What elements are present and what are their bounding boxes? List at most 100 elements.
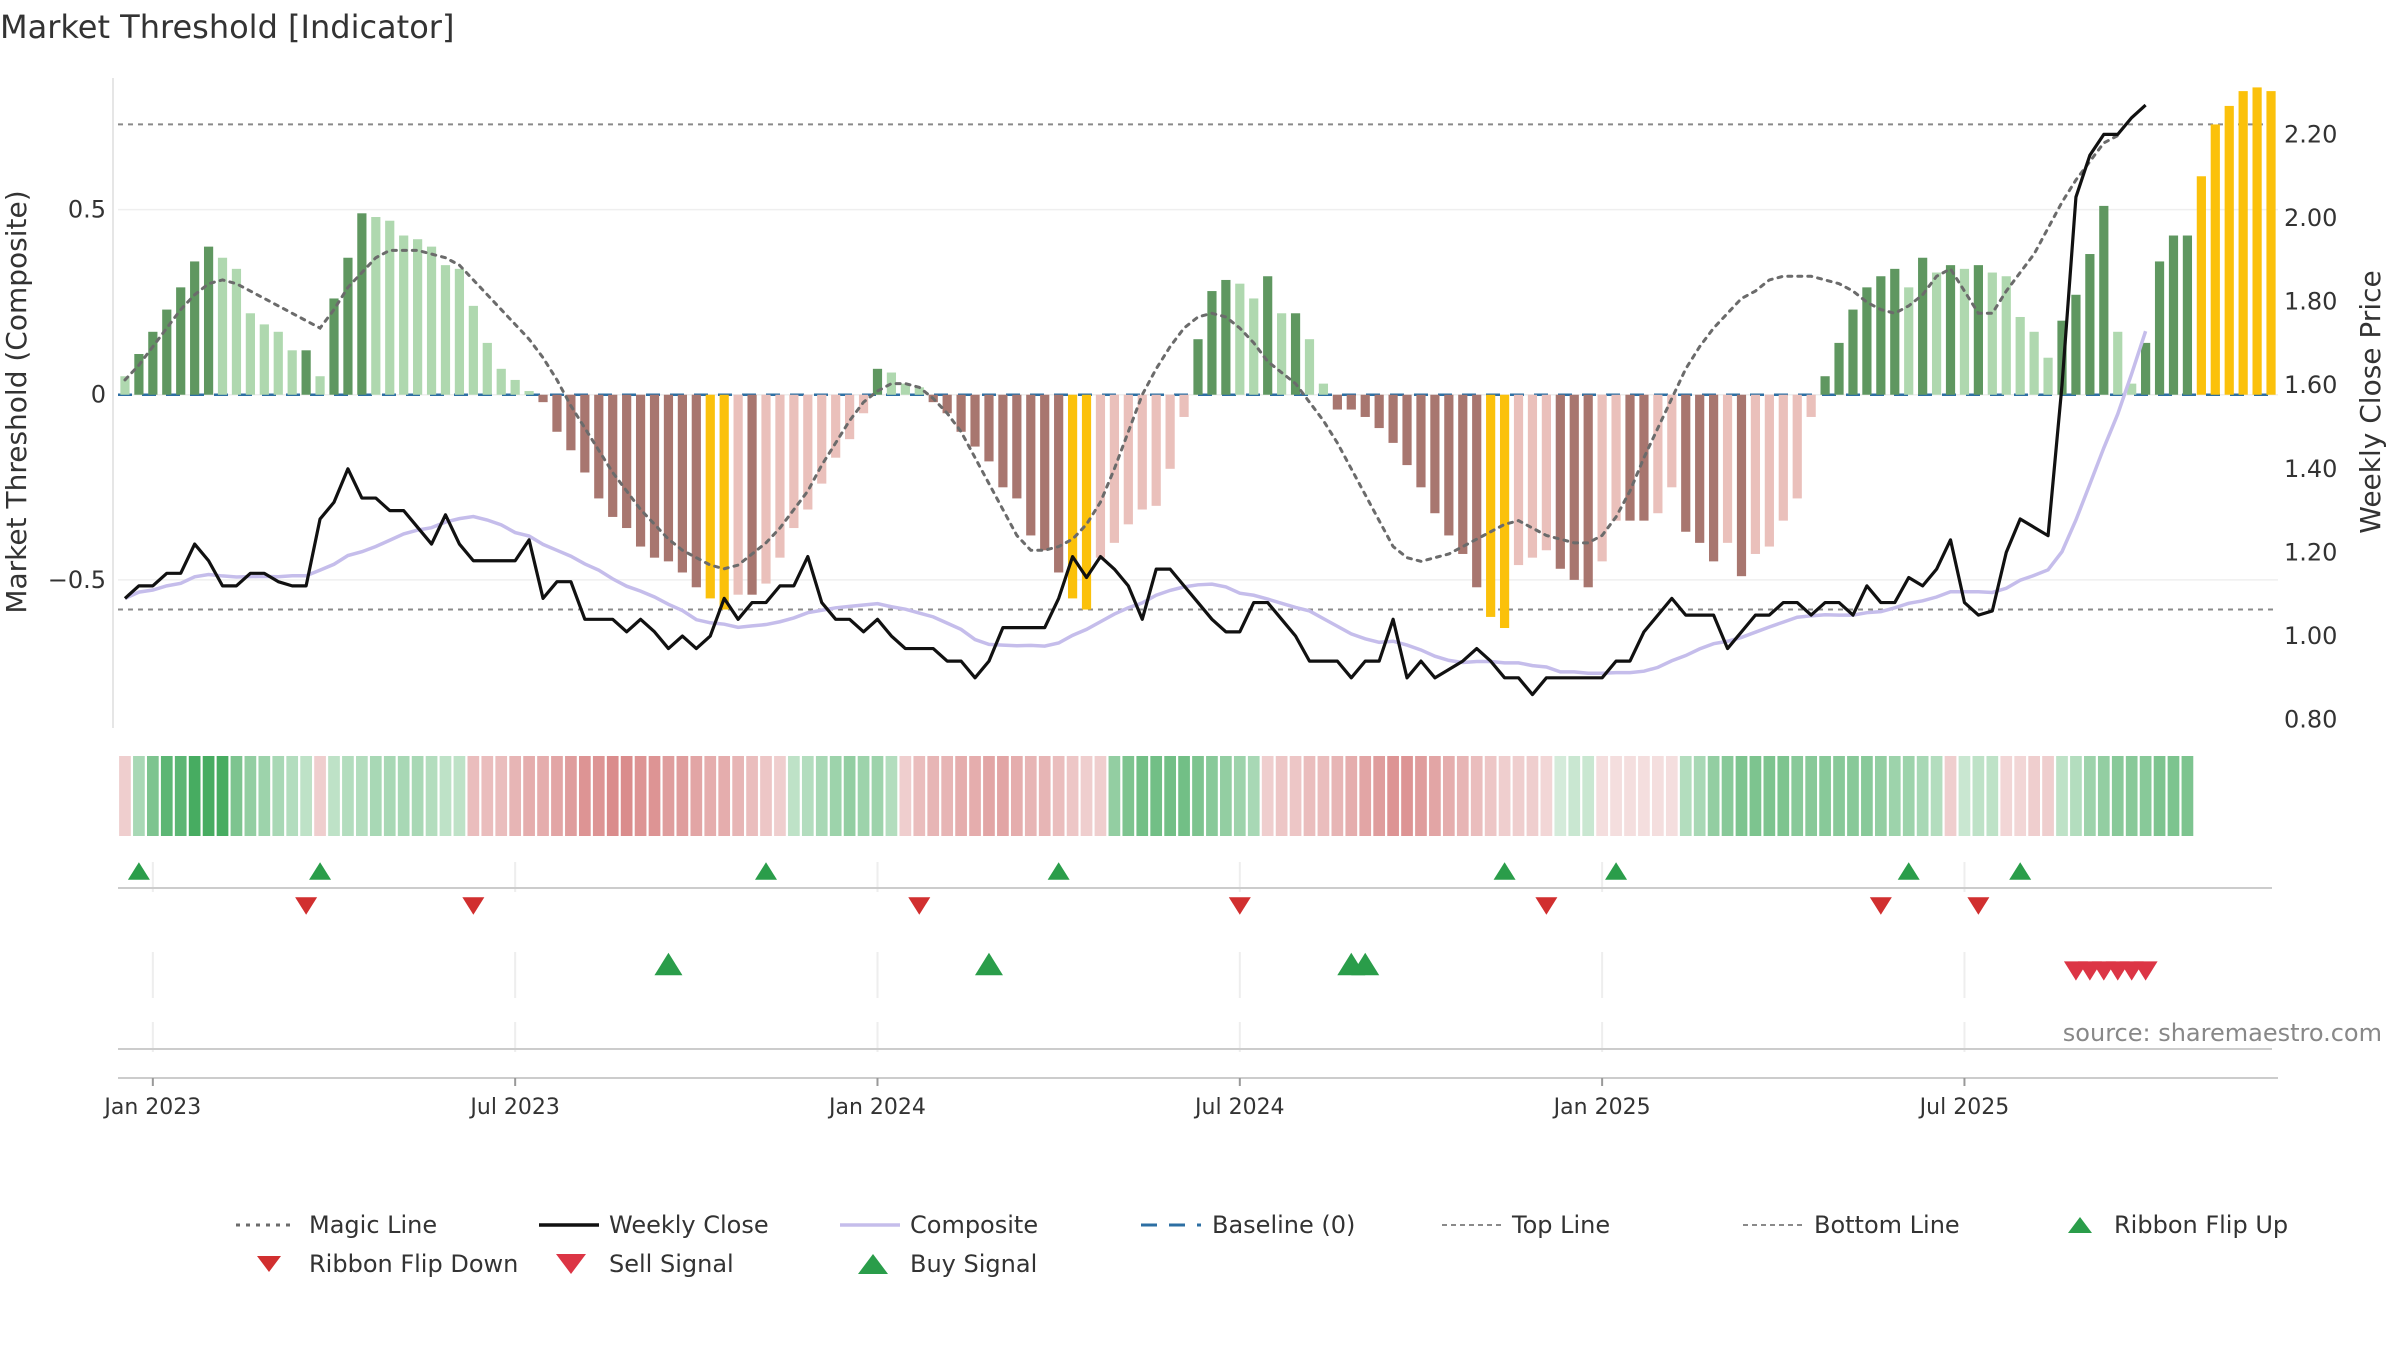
- composite-bar: [1876, 276, 1886, 395]
- legend-item-baseline: Baseline (0): [1141, 1211, 1355, 1239]
- composite-bar: [900, 383, 910, 395]
- composite-bar: [217, 257, 228, 395]
- composite-bar: [1890, 268, 1900, 395]
- date-axis: Jan 2023 Jul 2023 Jan 2024 Jul 2024 Jan 2025…: [102, 1077, 2278, 1120]
- composite-bar: [803, 394, 813, 510]
- composite-bar: [998, 394, 1008, 488]
- ribbon-cell: [1094, 756, 1107, 836]
- ribbon-cell: [1693, 756, 1706, 836]
- ribbon-flip-up-marker: [755, 862, 777, 880]
- ribbon-cell: [481, 756, 494, 836]
- ribbon-cell: [300, 756, 312, 836]
- ribbon-cell: [119, 756, 131, 836]
- legend: Magic Line Weekly Close Composite Baseline …: [236, 1211, 2288, 1278]
- composite-bar: [496, 368, 506, 395]
- ribbon-cell: [1721, 756, 1734, 836]
- composite-bar: [1416, 394, 1426, 488]
- ribbon-flip-up-marker: [1605, 862, 1628, 880]
- composite-bar: [134, 354, 144, 395]
- composite-bar: [1402, 394, 1412, 466]
- composite-bar: [2238, 91, 2248, 395]
- ribbon-flip-up-marker: [1897, 862, 1920, 880]
- composite-bar: [1193, 339, 1203, 395]
- composite-bar: [635, 394, 646, 547]
- composite-bar: [1959, 268, 1970, 395]
- ribbon-cell: [592, 756, 605, 836]
- ribbon-cell: [425, 756, 438, 836]
- right-tick-label: 1.00: [2284, 622, 2337, 650]
- composite-bar: [385, 220, 395, 395]
- ribbon-cell: [1638, 756, 1650, 836]
- composite-bar: [371, 217, 381, 395]
- legend-item-buy: Buy Signal: [858, 1250, 1037, 1278]
- composite-bar: [580, 394, 590, 473]
- date-tick-label: Jan 2025: [1552, 1095, 1651, 1120]
- composite-bar: [2252, 87, 2262, 395]
- ribbon-cell: [746, 756, 758, 836]
- composite-bar: [1304, 339, 1315, 395]
- legend-swatch: [556, 1254, 586, 1274]
- composite-bar: [1054, 394, 1064, 573]
- ribbon-cell: [1610, 756, 1622, 836]
- composite-bar: [148, 331, 158, 395]
- ribbon-cell: [411, 756, 424, 836]
- composite-bar: [1151, 394, 1161, 506]
- ribbon-cell: [899, 756, 912, 836]
- right-tick-label: 0.80: [2284, 706, 2337, 734]
- composite-bar: [2182, 235, 2193, 395]
- ribbon-cell: [146, 756, 159, 836]
- composite-bar: [663, 394, 674, 562]
- composite-bar: [1290, 313, 1301, 395]
- ribbon-cell: [1024, 756, 1037, 836]
- composite-bar: [649, 394, 660, 558]
- composite-bar: [1931, 272, 1942, 395]
- composite-bar: [1332, 394, 1342, 410]
- composite-bar: [538, 394, 548, 403]
- ribbon-cell: [2070, 756, 2082, 836]
- right-tick-label: 1.20: [2284, 538, 2337, 566]
- ribbon-cell: [314, 756, 326, 836]
- ribbon-cell: [941, 756, 954, 836]
- composite-bar: [2168, 235, 2179, 395]
- ribbon-cell: [1582, 756, 1595, 836]
- ribbon-cell: [453, 756, 466, 836]
- ribbon-cell: [648, 756, 661, 836]
- ribbon-cell: [342, 756, 354, 836]
- ribbon-cell: [1749, 756, 1762, 836]
- signal-panels: [118, 862, 2272, 1052]
- composite-bar: [231, 268, 242, 395]
- composite-bar: [1597, 394, 1607, 562]
- composite-bar: [677, 394, 687, 573]
- composite-bar: [1792, 394, 1802, 499]
- ribbon-cell: [286, 756, 299, 836]
- composite-bar: [719, 394, 729, 610]
- ribbon-cell: [1192, 756, 1204, 836]
- ribbon-cell: [2167, 756, 2180, 836]
- composite-bar: [2224, 105, 2234, 395]
- composite-bar: [1569, 394, 1579, 580]
- ribbon-cell: [188, 756, 201, 836]
- ribbon-cell: [1331, 756, 1344, 836]
- ribbon-cell: [676, 756, 689, 836]
- composite-bar: [1388, 394, 1398, 443]
- composite-bar: [1848, 309, 1858, 395]
- ribbon-cell: [1540, 756, 1553, 836]
- composite-bar: [1611, 394, 1621, 521]
- ribbon-cell: [1136, 756, 1149, 836]
- ribbon-cell: [1498, 756, 1511, 836]
- composite-bar: [984, 394, 994, 462]
- ribbon-cell: [2084, 756, 2096, 836]
- composite-bar: [190, 261, 200, 395]
- right-tick-label: 2.20: [2284, 120, 2337, 148]
- composite-bar: [287, 350, 297, 395]
- ribbon-cell: [2056, 756, 2068, 836]
- composite-bar: [273, 331, 283, 395]
- left-tick-label: −0.5: [48, 566, 106, 594]
- ribbon-flip-down-marker: [1228, 897, 1251, 915]
- ribbon-cell: [1415, 756, 1427, 836]
- ribbon-cell: [2042, 756, 2054, 836]
- composite-bar: [1973, 265, 1983, 395]
- legend-label: Weekly Close: [609, 1211, 769, 1239]
- composite-bar: [1681, 394, 1691, 532]
